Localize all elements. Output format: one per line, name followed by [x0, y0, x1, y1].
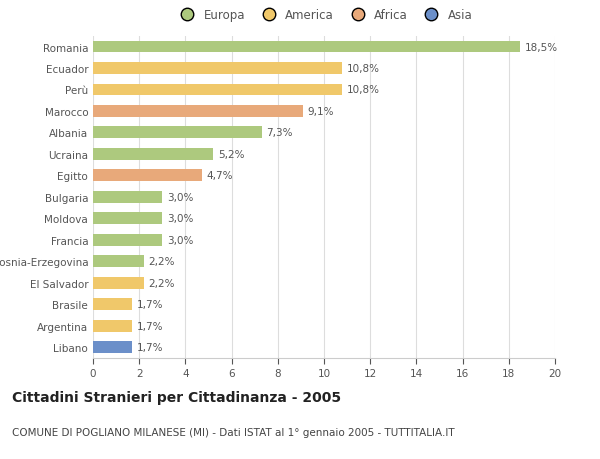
- Bar: [93, 41, 520, 53]
- Text: 2,2%: 2,2%: [148, 257, 175, 267]
- Text: 3,0%: 3,0%: [167, 214, 193, 224]
- Bar: [93, 213, 162, 224]
- Bar: [93, 149, 213, 160]
- Bar: [93, 170, 202, 182]
- Bar: [93, 341, 132, 353]
- Text: 5,2%: 5,2%: [218, 150, 244, 160]
- Legend: Europa, America, Africa, Asia: Europa, America, Africa, Asia: [170, 4, 478, 27]
- Text: Cittadini Stranieri per Cittadinanza - 2005: Cittadini Stranieri per Cittadinanza - 2…: [12, 390, 341, 404]
- Bar: [93, 106, 303, 118]
- Bar: [93, 63, 343, 75]
- Text: 4,7%: 4,7%: [206, 171, 233, 181]
- Bar: [93, 234, 162, 246]
- Text: 3,0%: 3,0%: [167, 192, 193, 202]
- Bar: [93, 298, 132, 310]
- Bar: [93, 127, 262, 139]
- Text: 9,1%: 9,1%: [308, 106, 334, 117]
- Text: 3,0%: 3,0%: [167, 235, 193, 245]
- Text: 10,8%: 10,8%: [347, 64, 380, 74]
- Text: 18,5%: 18,5%: [525, 42, 558, 52]
- Text: 7,3%: 7,3%: [266, 128, 293, 138]
- Text: 1,7%: 1,7%: [137, 299, 163, 309]
- Bar: [93, 84, 343, 96]
- Text: 1,7%: 1,7%: [137, 342, 163, 353]
- Text: 10,8%: 10,8%: [347, 85, 380, 95]
- Text: COMUNE DI POGLIANO MILANESE (MI) - Dati ISTAT al 1° gennaio 2005 - TUTTITALIA.IT: COMUNE DI POGLIANO MILANESE (MI) - Dati …: [12, 427, 455, 437]
- Bar: [93, 256, 144, 268]
- Text: 1,7%: 1,7%: [137, 321, 163, 331]
- Text: 2,2%: 2,2%: [148, 278, 175, 288]
- Bar: [93, 277, 144, 289]
- Bar: [93, 320, 132, 332]
- Bar: [93, 191, 162, 203]
